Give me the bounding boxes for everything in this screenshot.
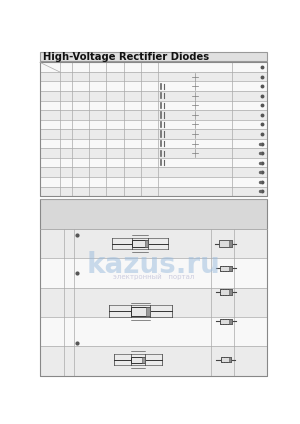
- Bar: [131, 357, 145, 363]
- Bar: [220, 318, 232, 324]
- Bar: [40, 52, 266, 61]
- Bar: [40, 187, 266, 196]
- Bar: [40, 158, 266, 167]
- Bar: [40, 110, 266, 120]
- Bar: [40, 91, 266, 100]
- Bar: [40, 177, 266, 187]
- Bar: [40, 317, 266, 346]
- Bar: [40, 129, 266, 139]
- Bar: [40, 287, 266, 317]
- Bar: [132, 240, 148, 247]
- Bar: [40, 199, 266, 376]
- Bar: [40, 62, 266, 196]
- Text: High-Voltage Rectifier Diodes: High-Voltage Rectifier Diodes: [43, 52, 209, 62]
- Bar: [142, 357, 145, 363]
- Bar: [40, 139, 266, 148]
- Bar: [40, 120, 266, 129]
- Bar: [130, 307, 150, 315]
- Bar: [230, 240, 232, 247]
- Bar: [40, 148, 266, 158]
- Bar: [220, 265, 232, 271]
- Bar: [40, 346, 266, 376]
- Bar: [40, 81, 266, 91]
- Bar: [40, 199, 266, 229]
- Bar: [219, 240, 232, 247]
- Bar: [40, 229, 266, 258]
- Bar: [40, 167, 266, 177]
- Bar: [229, 289, 232, 295]
- Text: kazus.ru: kazus.ru: [87, 251, 221, 279]
- Bar: [229, 318, 232, 324]
- Bar: [146, 307, 150, 315]
- Bar: [40, 258, 266, 287]
- Bar: [229, 265, 232, 271]
- Text: электронный   портал: электронный портал: [113, 273, 194, 280]
- Bar: [220, 289, 232, 295]
- Bar: [229, 357, 231, 362]
- Bar: [40, 72, 266, 81]
- Bar: [40, 100, 266, 110]
- Bar: [40, 62, 266, 72]
- Bar: [40, 199, 266, 229]
- Bar: [146, 240, 148, 247]
- Bar: [220, 357, 231, 362]
